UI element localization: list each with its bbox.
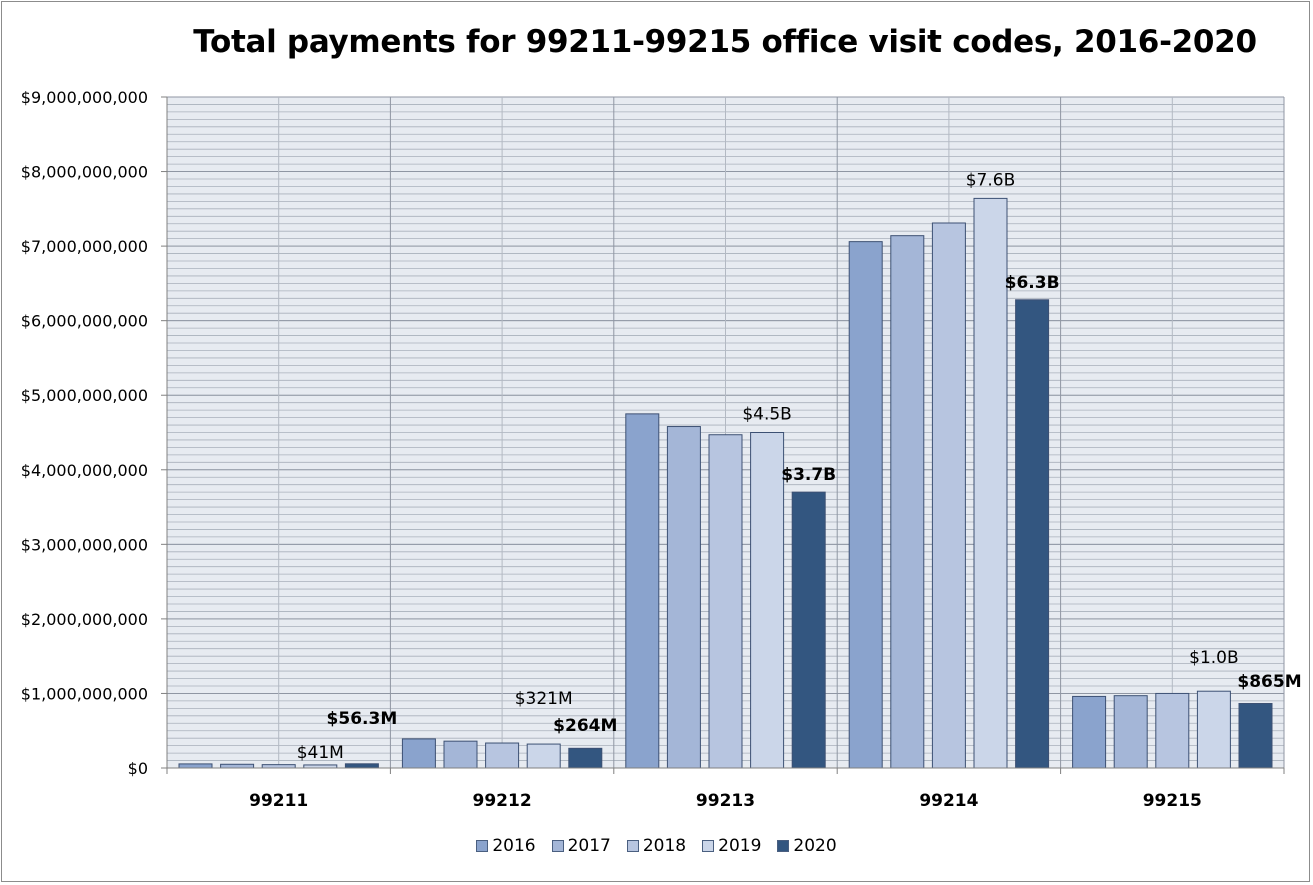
data-label-99214-2020: $6.3B — [1005, 273, 1060, 293]
legend-item-2018: 2018 — [626, 836, 687, 856]
data-label-99212-2020: $264M — [553, 716, 617, 736]
data-labels: $41M $56.3M $321M $264M $4.5B $3.7B $7.6B $6.3B… — [297, 170, 1302, 763]
bar-99212-2016 — [401, 738, 436, 769]
bar-99211-2016 — [178, 763, 213, 769]
bar-99213-2017 — [666, 426, 701, 769]
bar-99214-2016 — [848, 241, 883, 769]
bar-99215-2017 — [1113, 695, 1148, 769]
y-tick-label: $3,000,000,000 — [21, 535, 148, 554]
bar-99213-2019 — [750, 432, 785, 769]
bar-99212-2017 — [443, 740, 478, 769]
bar-99214-2019 — [973, 197, 1008, 769]
bar-99213-2016 — [625, 413, 660, 769]
data-label-99214-2019: $7.6B — [966, 170, 1016, 190]
data-label-99211-2020: $56.3M — [327, 709, 398, 729]
legend-swatch — [626, 840, 639, 852]
data-label-99215-2019: $1.0B — [1189, 648, 1239, 668]
legend-swatch — [702, 840, 715, 852]
x-tick-label: 99212 — [473, 791, 532, 811]
x-tick-label: 99213 — [696, 791, 755, 811]
bar-99214-2017 — [890, 235, 925, 769]
bar-99212-2019 — [526, 743, 561, 769]
x-tick-label: 99211 — [249, 791, 308, 811]
y-tick-label: $8,000,000,000 — [21, 163, 148, 182]
legend-label: 2020 — [793, 836, 837, 856]
bar-99211-2020 — [344, 763, 379, 769]
data-label-99215-2020: $865M — [1237, 672, 1301, 692]
bar-99215-2020 — [1238, 703, 1273, 769]
bar-99214-2020 — [1015, 299, 1050, 769]
legend-label: 2016 — [492, 836, 536, 856]
bar-99212-2018 — [485, 742, 520, 769]
bars — [178, 197, 1273, 769]
axes: $0 $1,000,000,000 $2,000,000,000 $3,000,000… — [21, 88, 1285, 811]
bar-99213-2020 — [791, 491, 826, 769]
chart-title: Total payments for 99211-99215 office vi… — [193, 24, 1257, 60]
y-tick-label: $2,000,000,000 — [21, 610, 148, 629]
legend-label: 2019 — [718, 836, 762, 856]
legend-swatch — [777, 840, 790, 852]
bar-99215-2016 — [1072, 695, 1107, 769]
bar-99213-2018 — [708, 434, 743, 769]
x-tick-label: 99215 — [1143, 791, 1202, 811]
y-tick-label: $9,000,000,000 — [21, 88, 148, 107]
legend-item-2016: 2016 — [476, 836, 536, 856]
y-tick-label: $5,000,000,000 — [21, 386, 148, 405]
data-label-99213-2019: $4.5B — [742, 405, 792, 425]
y-tick-label: $4,000,000,000 — [21, 461, 148, 480]
bar-99215-2018 — [1155, 692, 1190, 769]
bar-99211-2017 — [220, 763, 255, 769]
legend-label: 2018 — [642, 836, 687, 856]
data-label-99213-2020: $3.7B — [781, 465, 836, 485]
y-tick-label: $1,000,000,000 — [21, 684, 148, 703]
legend-swatch — [551, 840, 564, 852]
y-tick-label: $0 — [128, 759, 148, 778]
bar-99214-2018 — [931, 222, 966, 769]
legend-item-2020: 2020 — [777, 836, 837, 856]
x-tick-label: 99214 — [919, 791, 978, 811]
y-tick-label: $6,000,000,000 — [21, 312, 148, 331]
bar-99215-2019 — [1196, 690, 1231, 769]
data-label-99212-2019: $321M — [515, 689, 573, 709]
legend-item-2017: 2017 — [551, 836, 611, 856]
y-tick-label: $7,000,000,000 — [21, 237, 148, 256]
legend-item-2019: 2019 — [702, 836, 761, 856]
legend-swatch — [476, 840, 489, 852]
legend: 2016 2017 2018 2019 2020 — [0, 836, 1313, 856]
bar-99211-2018 — [261, 764, 296, 769]
bar-99212-2020 — [568, 747, 603, 769]
data-label-99211-2019: $41M — [297, 743, 344, 763]
legend-label: 2017 — [567, 836, 611, 856]
